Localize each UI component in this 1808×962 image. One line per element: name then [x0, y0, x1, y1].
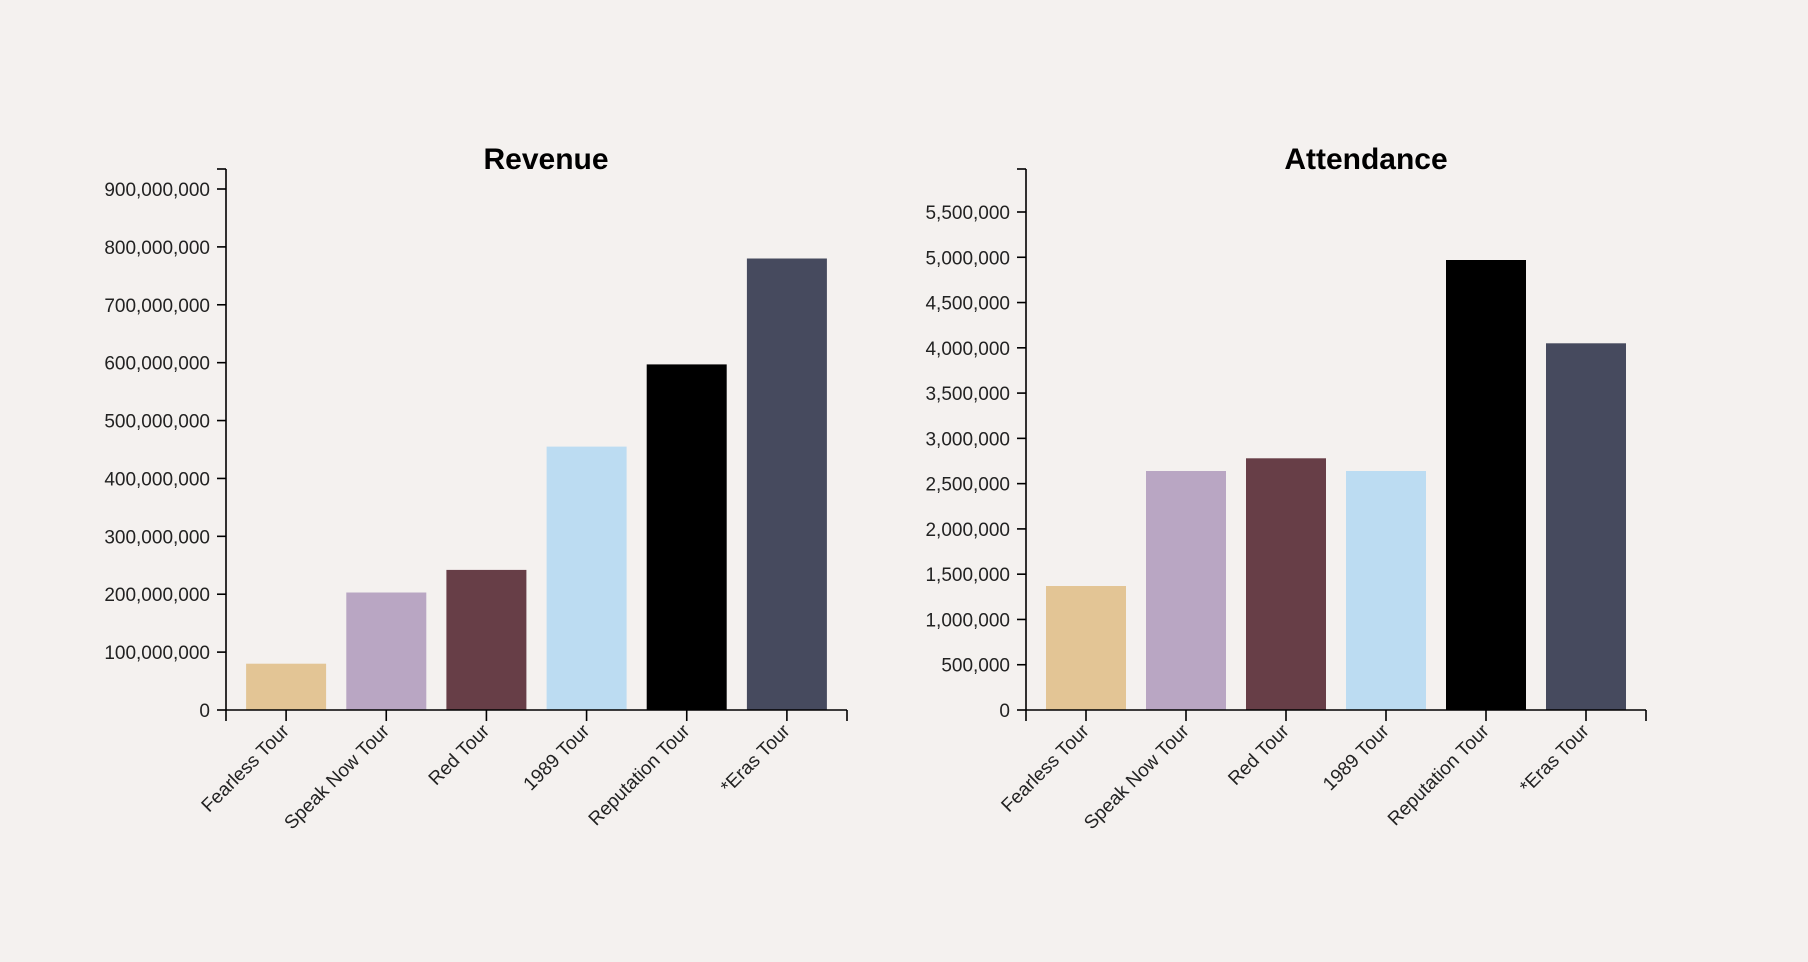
x-tick-label: Reputation Tour: [1384, 720, 1494, 830]
y-tick-label: 4,500,000: [925, 294, 1010, 315]
y-tick-label: 2,500,000: [925, 475, 1010, 496]
bar-1: [346, 592, 427, 710]
bar-5: [1546, 343, 1626, 710]
bar-4: [646, 364, 727, 710]
x-tick-label: 1989 Tour: [1319, 720, 1394, 795]
revenue-chart: Revenue 0 100,000,000 200,000,000 300,000,0…: [104, 143, 848, 834]
bar-2: [1246, 458, 1326, 710]
y-tick-label: 0: [199, 701, 210, 722]
y-tick-label: 500,000,000: [104, 412, 210, 433]
y-tick-label: 900,000,000: [104, 180, 210, 201]
x-tick-label: *Eras Tour: [1516, 720, 1594, 798]
y-tick-label: 3,500,000: [925, 384, 1010, 405]
x-tick-label: Speak Now Tour: [281, 720, 395, 834]
bar-3: [546, 446, 627, 710]
y-tick-label: 300,000,000: [104, 527, 210, 548]
y-tick-label: 200,000,000: [104, 585, 210, 606]
x-tick-label: Fearless Tour: [998, 720, 1094, 816]
x-tick-label: Fearless Tour: [198, 720, 294, 816]
y-tick-label: 5,000,000: [925, 248, 1010, 269]
bar-2: [446, 569, 527, 710]
y-tick-label: 600,000,000: [104, 354, 210, 375]
x-tick-label: 1989 Tour: [520, 720, 595, 795]
bar-5: [746, 258, 827, 710]
x-tick-label: Red Tour: [425, 720, 495, 790]
y-tick-label: 4,000,000: [925, 339, 1010, 360]
chart-title: Revenue: [483, 143, 608, 176]
y-tick-label: 5,500,000: [925, 203, 1010, 224]
y-tick-label: 500,000: [941, 656, 1010, 677]
y-tick-label: 0: [999, 701, 1010, 722]
bar-4: [1446, 260, 1526, 710]
y-tick-label: 1,500,000: [925, 565, 1010, 586]
y-tick-label: 400,000,000: [104, 469, 210, 490]
y-tick-label: 800,000,000: [104, 238, 210, 259]
x-tick-label: Speak Now Tour: [1080, 720, 1194, 834]
y-tick-label: 700,000,000: [104, 296, 210, 317]
bar-0: [246, 663, 327, 710]
bar-0: [1046, 586, 1126, 710]
chart-title: Attendance: [1284, 143, 1447, 176]
attendance-chart: Attendance 0 500,000 1,000,000 1,500,000 2,0…: [925, 143, 1647, 834]
x-tick-label: Red Tour: [1224, 720, 1294, 790]
y-tick-label: 1,000,000: [925, 610, 1010, 631]
y-tick-label: 2,000,000: [925, 520, 1010, 541]
x-tick-label: *Eras Tour: [717, 720, 795, 798]
y-tick-label: 3,000,000: [925, 429, 1010, 450]
x-tick-label: Reputation Tour: [585, 720, 695, 830]
bar-3: [1346, 471, 1426, 710]
y-tick-label: 100,000,000: [104, 643, 210, 664]
bar-1: [1146, 471, 1226, 710]
